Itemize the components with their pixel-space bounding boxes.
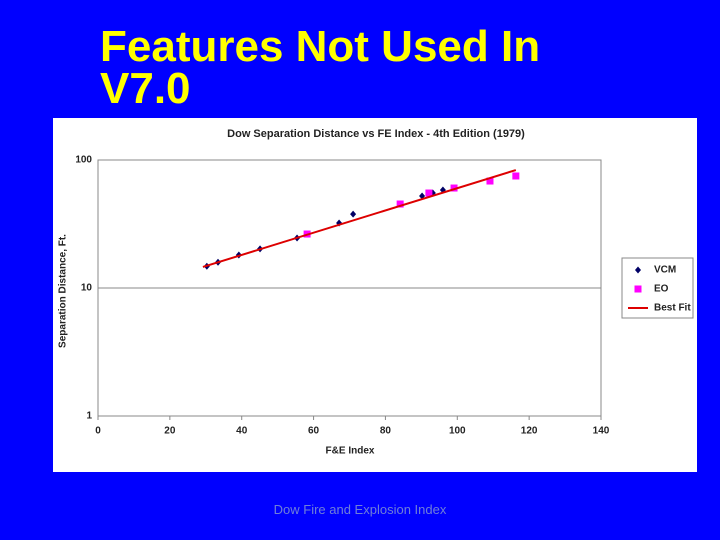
point <box>450 184 458 192</box>
point <box>350 210 357 218</box>
x-tick-label: 100 <box>449 426 466 437</box>
fit-line <box>202 169 517 268</box>
legend-marker <box>634 285 642 293</box>
x-tick-label: 80 <box>380 426 392 437</box>
x-axis-label: F&E Index <box>326 446 375 457</box>
slide-footer: Dow Fire and Explosion Index <box>273 502 447 517</box>
point <box>486 177 494 185</box>
x-tick-label: 40 <box>236 426 248 437</box>
legend-label: VCM <box>654 265 676 276</box>
slide-title: Features Not Used In V7.0 <box>100 22 541 113</box>
x-tick-label: 60 <box>308 426 320 437</box>
point <box>425 189 433 197</box>
point <box>512 172 520 180</box>
legend-label: Best Fit <box>654 303 691 314</box>
chart-title: Dow Separation Distance vs FE Index - 4t… <box>227 128 525 140</box>
legend-marker <box>635 266 641 274</box>
chart: Dow Separation Distance vs FE Index - 4t… <box>53 118 697 472</box>
y-tick-label: 1 <box>86 411 92 422</box>
x-tick-label: 140 <box>593 426 610 437</box>
point <box>396 200 404 208</box>
x-tick-label: 20 <box>164 426 176 437</box>
legend-label: EO <box>654 284 669 295</box>
y-tick-label: 100 <box>75 155 92 166</box>
y-axis-label: Separation Distance, Ft. <box>58 234 69 348</box>
x-tick-label: 0 <box>95 426 101 437</box>
x-tick-label: 120 <box>521 426 538 437</box>
y-tick-label: 10 <box>81 283 93 294</box>
